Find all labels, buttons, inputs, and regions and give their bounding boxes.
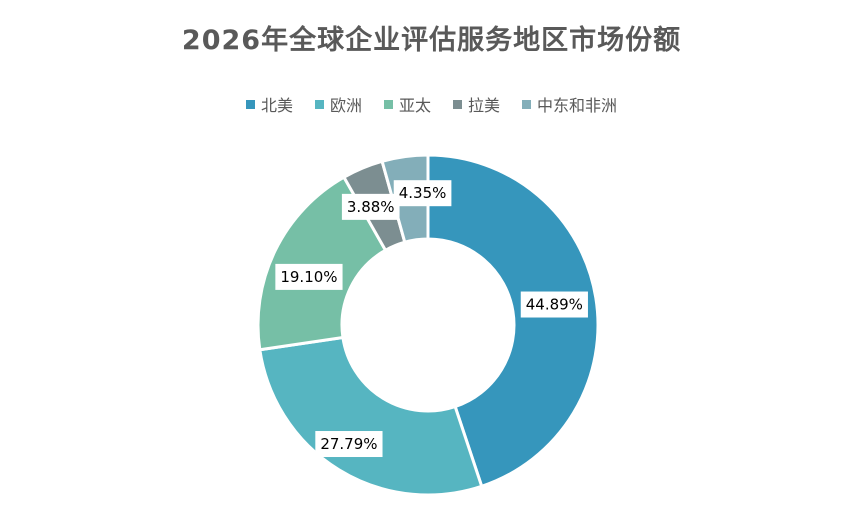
legend-swatch-europe <box>314 99 324 109</box>
data-label-europe-text: 27.79% <box>320 435 377 453</box>
data-label-na-box <box>520 291 588 318</box>
legend-item-latam: 拉美 <box>453 92 500 116</box>
legend-item-europe: 欧洲 <box>314 92 362 116</box>
legend-item-mea: 中东和非洲 <box>522 92 617 116</box>
slice-europe <box>258 335 484 497</box>
data-label-europe-box <box>315 431 383 458</box>
legend-label-latam: 拉美 <box>468 96 501 115</box>
legend-label-europe: 欧洲 <box>329 96 362 115</box>
data-label-latam: 3.88% <box>341 193 400 220</box>
legend-label-mea: 中东和非洲 <box>537 96 618 115</box>
legend-swatch-na <box>245 99 255 109</box>
legend-swatch-latam <box>453 99 462 109</box>
data-label-apac-box <box>275 263 343 290</box>
data-label-apac-text: 19.10% <box>280 268 337 286</box>
data-label-mea-text: 4.35% <box>399 184 447 202</box>
chart-title: 2026年全球企业评估服务地区市场份额 <box>181 25 682 56</box>
slice-apac <box>256 175 388 352</box>
data-label-na: 44.89% <box>520 291 588 318</box>
legend-swatch-mea <box>522 99 532 109</box>
data-label-europe: 27.79% <box>315 431 383 458</box>
data-label-apac: 19.10% <box>275 263 343 290</box>
legend-swatch-apac <box>383 99 393 109</box>
legend-item-na: 北美 <box>245 92 293 116</box>
data-label-mea-box <box>393 180 452 207</box>
slice-na <box>426 153 600 489</box>
data-label-latam-box <box>341 193 400 220</box>
data-label-mea: 4.35% <box>393 180 452 207</box>
legend-label-na: 北美 <box>260 96 293 115</box>
data-label-latam-text: 3.88% <box>347 198 395 216</box>
data-label-na-text: 44.89% <box>526 296 583 314</box>
legend-label-apac: 亚太 <box>398 96 431 115</box>
legend-item-apac: 亚太 <box>383 92 431 116</box>
chart-legend: 北美 欧洲 亚太 拉美 中东和非洲 <box>0 92 863 116</box>
